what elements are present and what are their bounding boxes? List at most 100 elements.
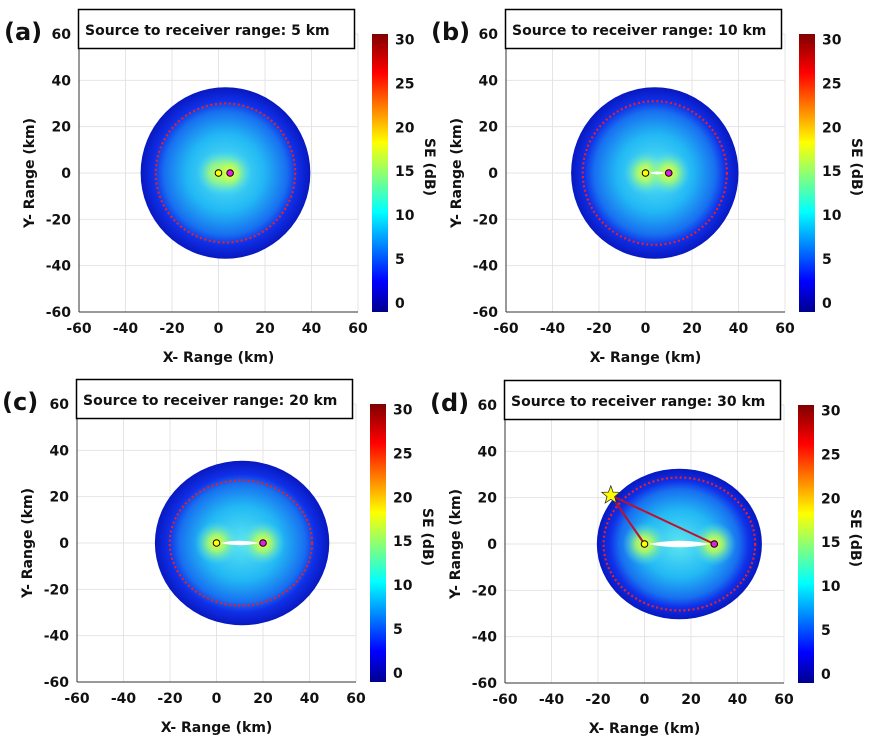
colorbar-tick-label: 0: [822, 296, 832, 312]
target-star-icon: [600, 484, 621, 504]
x-tick-label: -60: [64, 691, 90, 707]
y-tick-label: 40: [479, 73, 499, 89]
propagation-path: [610, 494, 715, 545]
red-dotted-contour: [581, 100, 728, 246]
x-tick-label: -20: [585, 692, 611, 708]
colorbar-tick-label: 5: [393, 622, 403, 638]
receiver-marker: [664, 169, 673, 177]
heatmap-chart: -60 -40 -20 0 20 40 60 -60 -40 -20 0 20 40 60 X- Range…: [2, 378, 435, 736]
y-tick-label: 40: [50, 443, 70, 459]
x-axis-label: X- Range (km): [589, 721, 701, 737]
x-tick-label: 40: [728, 692, 748, 708]
title-box: [75, 378, 354, 420]
title-box: [77, 8, 356, 50]
colorbar-tick-label: 10: [821, 579, 841, 595]
colorbar-tick-label: 5: [821, 623, 831, 639]
y-tick-label: -60: [46, 305, 72, 321]
colorbar-tick-label: 10: [393, 578, 413, 594]
y-tick-label: -40: [473, 259, 499, 275]
source-marker: [214, 169, 223, 177]
panel-label: (d): [430, 389, 469, 417]
heatmap-chart: -60 -40 -20 0 20 40 60 -60 -40 -20 0 20 40 60 X- Range…: [4, 8, 437, 366]
y-tick-label: 40: [52, 73, 72, 89]
colorbar-tick-label: 15: [822, 164, 841, 180]
x-tick-label: 40: [302, 321, 322, 337]
x-axis-label: X- Range (km): [590, 350, 702, 366]
panel-c: -60 -40 -20 0 20 40 60 -60 -40 -20 0 20 40 60 X- Range…: [0, 370, 438, 740]
heatmap-chart: -60 -40 -20 0 20 40 60 -60 -40 -20 0 20 40 60 X- Range…: [430, 379, 863, 737]
colorbar-label: SE (dB): [421, 138, 437, 196]
y-tick-label: -40: [46, 259, 72, 275]
title-box: [504, 8, 783, 50]
red-dotted-contour: [154, 102, 297, 244]
colorbar: [798, 405, 814, 683]
colorbar-tick-label: 25: [821, 447, 840, 463]
colorbar-tick-label: 15: [395, 164, 414, 180]
colorbar-tick-label: 20: [393, 490, 413, 506]
x-axis-label: X- Range (km): [163, 350, 275, 366]
x-tick-label: 40: [729, 321, 749, 337]
blind-zone: [220, 540, 259, 546]
x-tick-label: 20: [682, 321, 702, 337]
panel-title: Source to receiver range: 5 km: [85, 23, 330, 39]
x-tick-label: -40: [111, 691, 137, 707]
y-tick-label: -60: [44, 675, 70, 691]
x-tick-label: -60: [492, 692, 518, 708]
y-tick-label: 20: [50, 490, 70, 506]
y-tick-label: -20: [46, 212, 72, 228]
x-tick-label: 60: [774, 692, 794, 708]
x-tick-label: 60: [346, 691, 366, 707]
x-tick-label: 20: [253, 691, 273, 707]
x-tick-label: 0: [641, 321, 651, 337]
colorbar-tick-label: 15: [393, 534, 412, 550]
x-tick-label: -60: [493, 321, 519, 337]
colorbar-tick-label: 0: [395, 296, 405, 312]
y-tick-label: -20: [473, 212, 499, 228]
x-tick-label: -40: [113, 321, 139, 337]
red-dotted-contour: [168, 479, 314, 607]
colorbar-tick-label: 20: [821, 491, 841, 507]
y-tick-label: -20: [44, 582, 70, 598]
x-tick-label: 20: [255, 321, 275, 337]
colorbar-tick-label: 0: [393, 666, 403, 682]
panel-label: (b): [431, 18, 470, 46]
x-tick-label: -20: [586, 321, 612, 337]
x-tick-label: -20: [159, 321, 185, 337]
y-tick-label: 60: [479, 27, 499, 43]
y-tick-label: 0: [488, 166, 498, 182]
y-axis-label: Y- Range (km): [20, 488, 36, 599]
y-tick-label: 20: [478, 491, 498, 507]
colorbar-tick-label: 10: [395, 208, 415, 224]
y-tick-label: -60: [472, 676, 498, 692]
y-tick-label: 40: [478, 444, 498, 460]
x-tick-label: -20: [157, 691, 183, 707]
x-tick-label: 0: [214, 321, 224, 337]
colorbar: [370, 404, 386, 682]
colorbar-tick-label: 5: [395, 252, 405, 268]
source-marker: [640, 540, 649, 548]
x-tick-label: 40: [300, 691, 320, 707]
y-axis-label: Y- Range (km): [449, 118, 465, 229]
x-axis-label: X- Range (km): [161, 720, 273, 736]
source-marker: [641, 169, 650, 177]
colorbar-tick-label: 25: [395, 76, 414, 92]
blind-zone: [649, 171, 665, 175]
x-tick-label: 20: [681, 692, 701, 708]
panel-d: -60 -40 -20 0 20 40 60 -60 -40 -20 0 20 40 60 X- Range…: [426, 371, 866, 741]
colorbar-tick-label: 15: [821, 535, 840, 551]
x-tick-label: -40: [540, 321, 566, 337]
colorbar-tick-label: 20: [822, 120, 842, 136]
colorbar-tick-label: 30: [395, 32, 415, 48]
source-marker: [212, 539, 221, 547]
panel-title: Source to receiver range: 30 km: [511, 394, 765, 410]
colorbar-tick-label: 0: [821, 667, 831, 683]
panel-label: (c): [2, 388, 38, 416]
colorbar-label: SE (dB): [847, 509, 863, 567]
y-tick-label: 60: [50, 397, 70, 413]
y-axis-label: Y- Range (km): [448, 489, 464, 600]
receiver-marker: [710, 540, 719, 548]
x-tick-label: -60: [66, 321, 92, 337]
colorbar-tick-label: 10: [822, 208, 842, 224]
y-tick-label: -60: [473, 305, 499, 321]
y-axis-label: Y- Range (km): [22, 118, 38, 229]
